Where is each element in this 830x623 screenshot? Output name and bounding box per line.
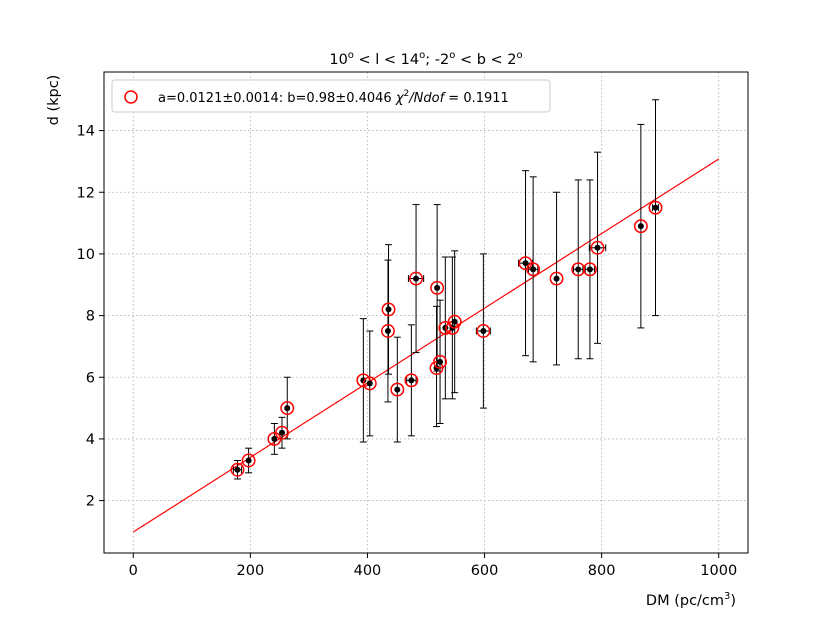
y-tick-label: 2 [86, 494, 95, 510]
data-point [271, 435, 278, 442]
y-tick-label: 6 [86, 370, 95, 386]
x-tick-label: 800 [588, 563, 616, 579]
x-axis-label: DM (pc/cm3) [646, 591, 736, 609]
x-axis-label-sup: 3 [724, 591, 730, 602]
data-point [594, 244, 601, 251]
title-part: < b < 2 [455, 52, 516, 68]
data-point-ring [549, 271, 564, 286]
legend-box [111, 79, 551, 113]
data-point-ring [648, 200, 663, 215]
points-group [230, 200, 663, 477]
title-part: o [419, 50, 425, 61]
data-point-ring [356, 373, 371, 388]
legend: a=0.0121±0.0014: b=0.98±0.4046 χ2/Ndof =… [111, 79, 551, 113]
plot-frame [103, 71, 749, 554]
legend-label: a=0.0121±0.0014: b=0.98±0.4046 χ2/Ndof =… [158, 89, 509, 106]
data-point-ring [430, 280, 445, 295]
x-tick-label: 200 [237, 563, 265, 579]
data-point [245, 457, 252, 464]
data-point [637, 223, 644, 230]
y-tick-label: 4 [86, 432, 95, 448]
x-tick-label: 1000 [700, 563, 737, 579]
data-point-ring [476, 324, 491, 338]
x-tick-label: 600 [471, 563, 499, 579]
title-part: o [517, 50, 523, 61]
legend-ndof: /Ndof [408, 91, 446, 106]
y-tick-label: 12 [77, 185, 95, 201]
data-point-ring [404, 373, 419, 388]
data-point [586, 266, 593, 273]
data-point-ring [380, 324, 395, 338]
legend-prefix: a=0.0121±0.0014: b=0.98±0.4046 [158, 91, 396, 106]
y-tick-label: 10 [77, 247, 95, 263]
data-point [652, 204, 659, 211]
data-point [385, 306, 392, 313]
data-point [278, 429, 285, 436]
data-point-ring [526, 262, 541, 277]
legend-suffix: = 0.1911 [444, 91, 509, 106]
y-tick-label: 14 [77, 124, 95, 140]
data-point [434, 284, 441, 291]
data-point-ring [409, 271, 423, 286]
data-point [522, 260, 529, 267]
data-point-ring [241, 453, 256, 468]
data-point-ring [381, 302, 396, 317]
data-point [394, 386, 401, 393]
chart-title: 10o < l < 14o; -2o < b < 2o [329, 50, 522, 68]
legend-marker [124, 90, 138, 104]
y-tick-label: 8 [86, 309, 95, 325]
data-point-ring [582, 262, 597, 277]
title-part: o [449, 50, 455, 61]
title-part: o [348, 50, 354, 61]
data-point [575, 266, 582, 273]
data-point [366, 380, 373, 387]
data-point-ring [633, 219, 648, 234]
data-point [442, 324, 449, 331]
data-point [480, 328, 487, 334]
data-point-ring [447, 314, 462, 329]
data-point [234, 466, 241, 473]
ticks-group: 0 200 400 600 800 1000 2 4 6 8 10 12 14 [77, 124, 738, 579]
legend-chi-sup: 2 [404, 89, 410, 99]
x-axis-label-tail: ) [730, 593, 736, 609]
data-point-ring [280, 401, 295, 416]
data-point [284, 405, 291, 412]
data-point [451, 318, 458, 325]
data-point [553, 275, 560, 282]
legend-chi: χ [395, 91, 405, 106]
y-axis-label: d (kpc) [46, 75, 62, 126]
x-tick-label: 400 [354, 563, 382, 579]
data-point [530, 266, 537, 273]
data-point [437, 358, 444, 365]
data-point-ring [590, 240, 605, 255]
data-point [413, 275, 420, 282]
x-axis-label-main: DM (pc/cm [646, 593, 724, 609]
title-part: < l < 14 [354, 52, 419, 68]
data-point-ring [390, 382, 405, 397]
data-point [384, 328, 391, 334]
data-point-ring [362, 376, 377, 391]
data-point-ring [230, 462, 245, 477]
data-point [408, 377, 415, 384]
x-tick-label: 0 [129, 563, 138, 579]
data-point-ring [433, 354, 448, 369]
title-part: ; -2 [425, 52, 449, 68]
title-part: 10 [329, 52, 347, 68]
data-point-ring [275, 425, 289, 440]
